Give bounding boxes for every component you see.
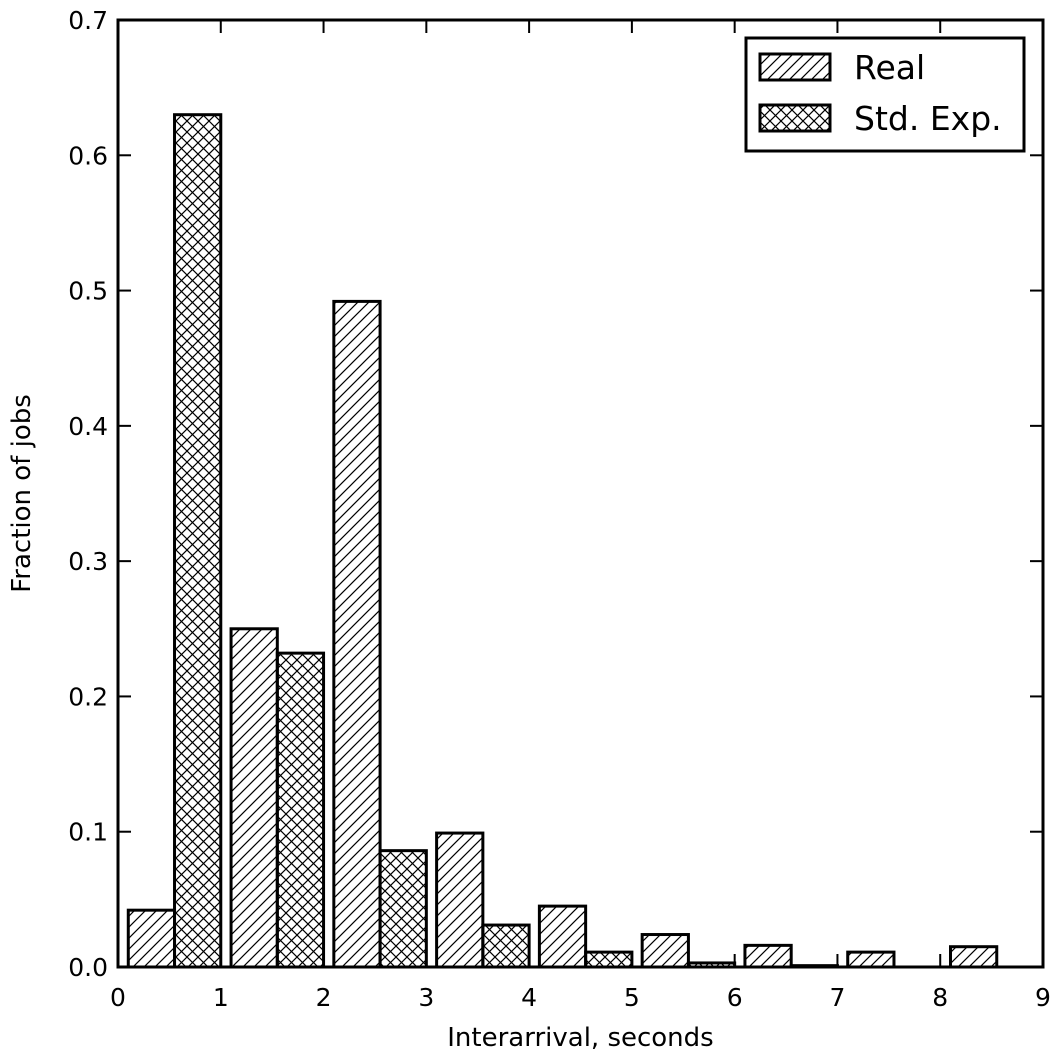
- x-tick-label: 3: [418, 983, 434, 1012]
- x-tick-label: 4: [521, 983, 537, 1012]
- x-tick-label: 9: [1035, 983, 1051, 1012]
- y-tick-label: 0.0: [68, 953, 108, 982]
- y-axis-label: Fraction of jobs: [7, 394, 37, 593]
- bar-crosshatch-0: [173, 113, 223, 969]
- x-tick-label: 1: [213, 983, 229, 1012]
- bar-crosshatch-3: [481, 923, 531, 969]
- y-tick-label: 0.2: [68, 682, 108, 711]
- x-tick-label: 0: [110, 983, 126, 1012]
- bar-diagonal-5: [640, 933, 690, 969]
- bar-crosshatch-4: [584, 950, 634, 969]
- bar-diagonal-1: [229, 627, 279, 969]
- x-tick-label: 2: [316, 983, 332, 1012]
- ticks-layer: 0 1 2 3 4 5 6 7 8 9 0.0 0.1 0.2 0.3 0.4 0.5 0.6 0.7: [68, 6, 1051, 1012]
- bars-layer: [126, 113, 999, 969]
- bar-diagonal-6: [743, 943, 793, 969]
- x-tick-label: 8: [932, 983, 948, 1012]
- x-axis-label: Interarrival, seconds: [447, 1023, 713, 1053]
- y-tick-label: 0.7: [68, 6, 108, 35]
- bar-crosshatch-1: [275, 651, 326, 969]
- bar-diagonal-8: [949, 945, 999, 969]
- bar-diagonal-7: [846, 950, 896, 969]
- y-tick-label: 0.4: [68, 412, 108, 441]
- bar-crosshatch-2: [378, 849, 428, 969]
- bar-diagonal-2: [332, 299, 382, 969]
- legend-swatch-diagonal: [758, 52, 832, 82]
- bar-diagonal-0: [126, 908, 177, 969]
- plot-frame: [116, 18, 1045, 969]
- y-tick-label: 0.6: [68, 141, 108, 170]
- bar-diagonal-3: [435, 831, 485, 969]
- legend-label: Std. Exp.: [854, 99, 1002, 138]
- x-tick-label: 7: [829, 983, 845, 1012]
- y-tick-label: 0.1: [68, 818, 108, 847]
- legend-swatch-crosshatch: [758, 103, 832, 133]
- x-tick-label: 6: [727, 983, 743, 1012]
- y-tick-label: 0.5: [68, 277, 108, 306]
- legend-label: Real: [854, 48, 925, 87]
- x-tick-label: 5: [624, 983, 640, 1012]
- bar-diagonal-4: [537, 904, 588, 969]
- y-tick-label: 0.3: [68, 547, 108, 576]
- legend: Real Std. Exp.: [744, 36, 1026, 153]
